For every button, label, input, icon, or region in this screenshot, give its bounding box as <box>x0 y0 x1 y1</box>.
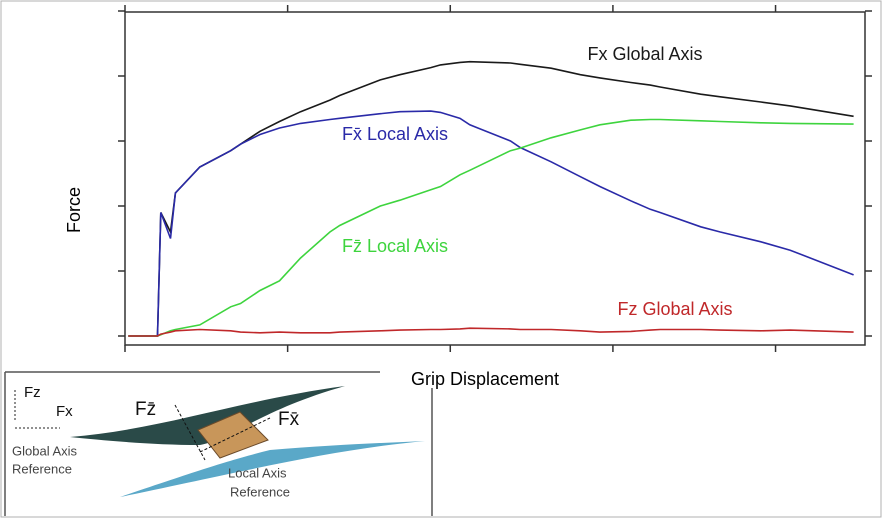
series-line <box>128 327 854 337</box>
upper-surface <box>70 386 345 445</box>
series-label: Fx Global Axis <box>587 44 702 64</box>
inset <box>4 371 433 516</box>
local-axes <box>174 404 271 461</box>
inset-label: Fz <box>24 384 41 401</box>
series-label: Fz̄ Local Axis <box>342 236 448 256</box>
inset-label: Reference <box>12 461 72 476</box>
inset-frame <box>4 371 433 516</box>
inset-label: Reference <box>230 484 290 499</box>
inset-label: Local Axis <box>228 465 287 480</box>
y-axis-label: Force <box>64 187 84 233</box>
x-axis-label: Grip Displacement <box>411 369 559 389</box>
specimen <box>197 411 269 459</box>
inset-label: Global Axis <box>12 443 78 458</box>
series-line <box>128 110 854 337</box>
inset-label: Fx̄ <box>278 409 300 430</box>
series-line <box>128 118 854 337</box>
inset-label: Fx <box>56 403 73 420</box>
series-label: Fz Global Axis <box>617 299 732 319</box>
global-axes <box>14 390 60 429</box>
lower-surface <box>120 441 425 497</box>
inset-label: Fz̄ <box>135 399 156 420</box>
plot-frame <box>124 11 866 346</box>
series-label: Fx̄ Local Axis <box>342 124 448 144</box>
